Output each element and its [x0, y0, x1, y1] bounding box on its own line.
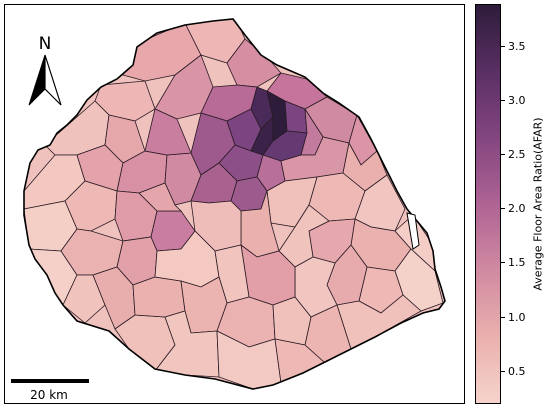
north-arrow-right-half	[44, 54, 62, 106]
colorbar-tick-mark	[501, 370, 505, 372]
colorbar-tick-label: 3.5	[508, 40, 526, 54]
colorbar-tick-label: 2.5	[508, 148, 526, 162]
colorbar-tick-label: 1.0	[508, 310, 526, 324]
colorbar-tick-label: 0.5	[508, 364, 526, 378]
colorbar-tick: 3.0	[501, 94, 531, 108]
colorbar-tick: 0.5	[501, 364, 531, 378]
districts	[24, 19, 444, 389]
colorbar-tick-label: 3.0	[508, 94, 526, 108]
district-map: N 20 km	[11, 18, 446, 402]
scale-bar: 20 km	[11, 379, 89, 402]
north-label: N	[39, 34, 52, 54]
district	[132, 276, 186, 318]
colorbar-tick: 2.0	[501, 202, 531, 216]
scale-bar-line	[11, 379, 89, 383]
colorbar-tick-mark	[501, 154, 505, 156]
colorbar-tick-mark	[501, 208, 505, 210]
colorbar	[475, 4, 501, 404]
map-panel: N 20 km	[4, 4, 465, 404]
scale-bar-label: 20 km	[30, 388, 68, 402]
colorbar-tick-mark	[501, 46, 505, 48]
north-arrow: N	[28, 34, 62, 106]
river-inlet	[406, 212, 420, 250]
colorbar-tick: 2.5	[501, 148, 531, 162]
city-boundary	[23, 18, 446, 390]
colorbar-tick-mark	[501, 316, 505, 318]
colorbar-label: Average Floor Area Ratio(AFAR)	[531, 117, 545, 291]
colorbar-tick: 1.5	[501, 256, 531, 270]
colorbar-tick-mark	[501, 262, 505, 264]
colorbar-tick-label: 2.0	[508, 202, 526, 216]
colorbar-ticks: 0.5 1.0 1.5 2.0 2.5 3.0 3.5	[501, 4, 531, 404]
colorbar-tick: 1.0	[501, 310, 531, 324]
district	[138, 182, 182, 212]
district	[272, 296, 312, 346]
colorbar-tick-mark	[501, 100, 505, 102]
district	[144, 108, 192, 156]
colorbar-tick: 3.5	[501, 40, 531, 54]
colorbar-tick-label: 1.5	[508, 256, 526, 270]
north-arrow-left-half	[28, 54, 46, 106]
